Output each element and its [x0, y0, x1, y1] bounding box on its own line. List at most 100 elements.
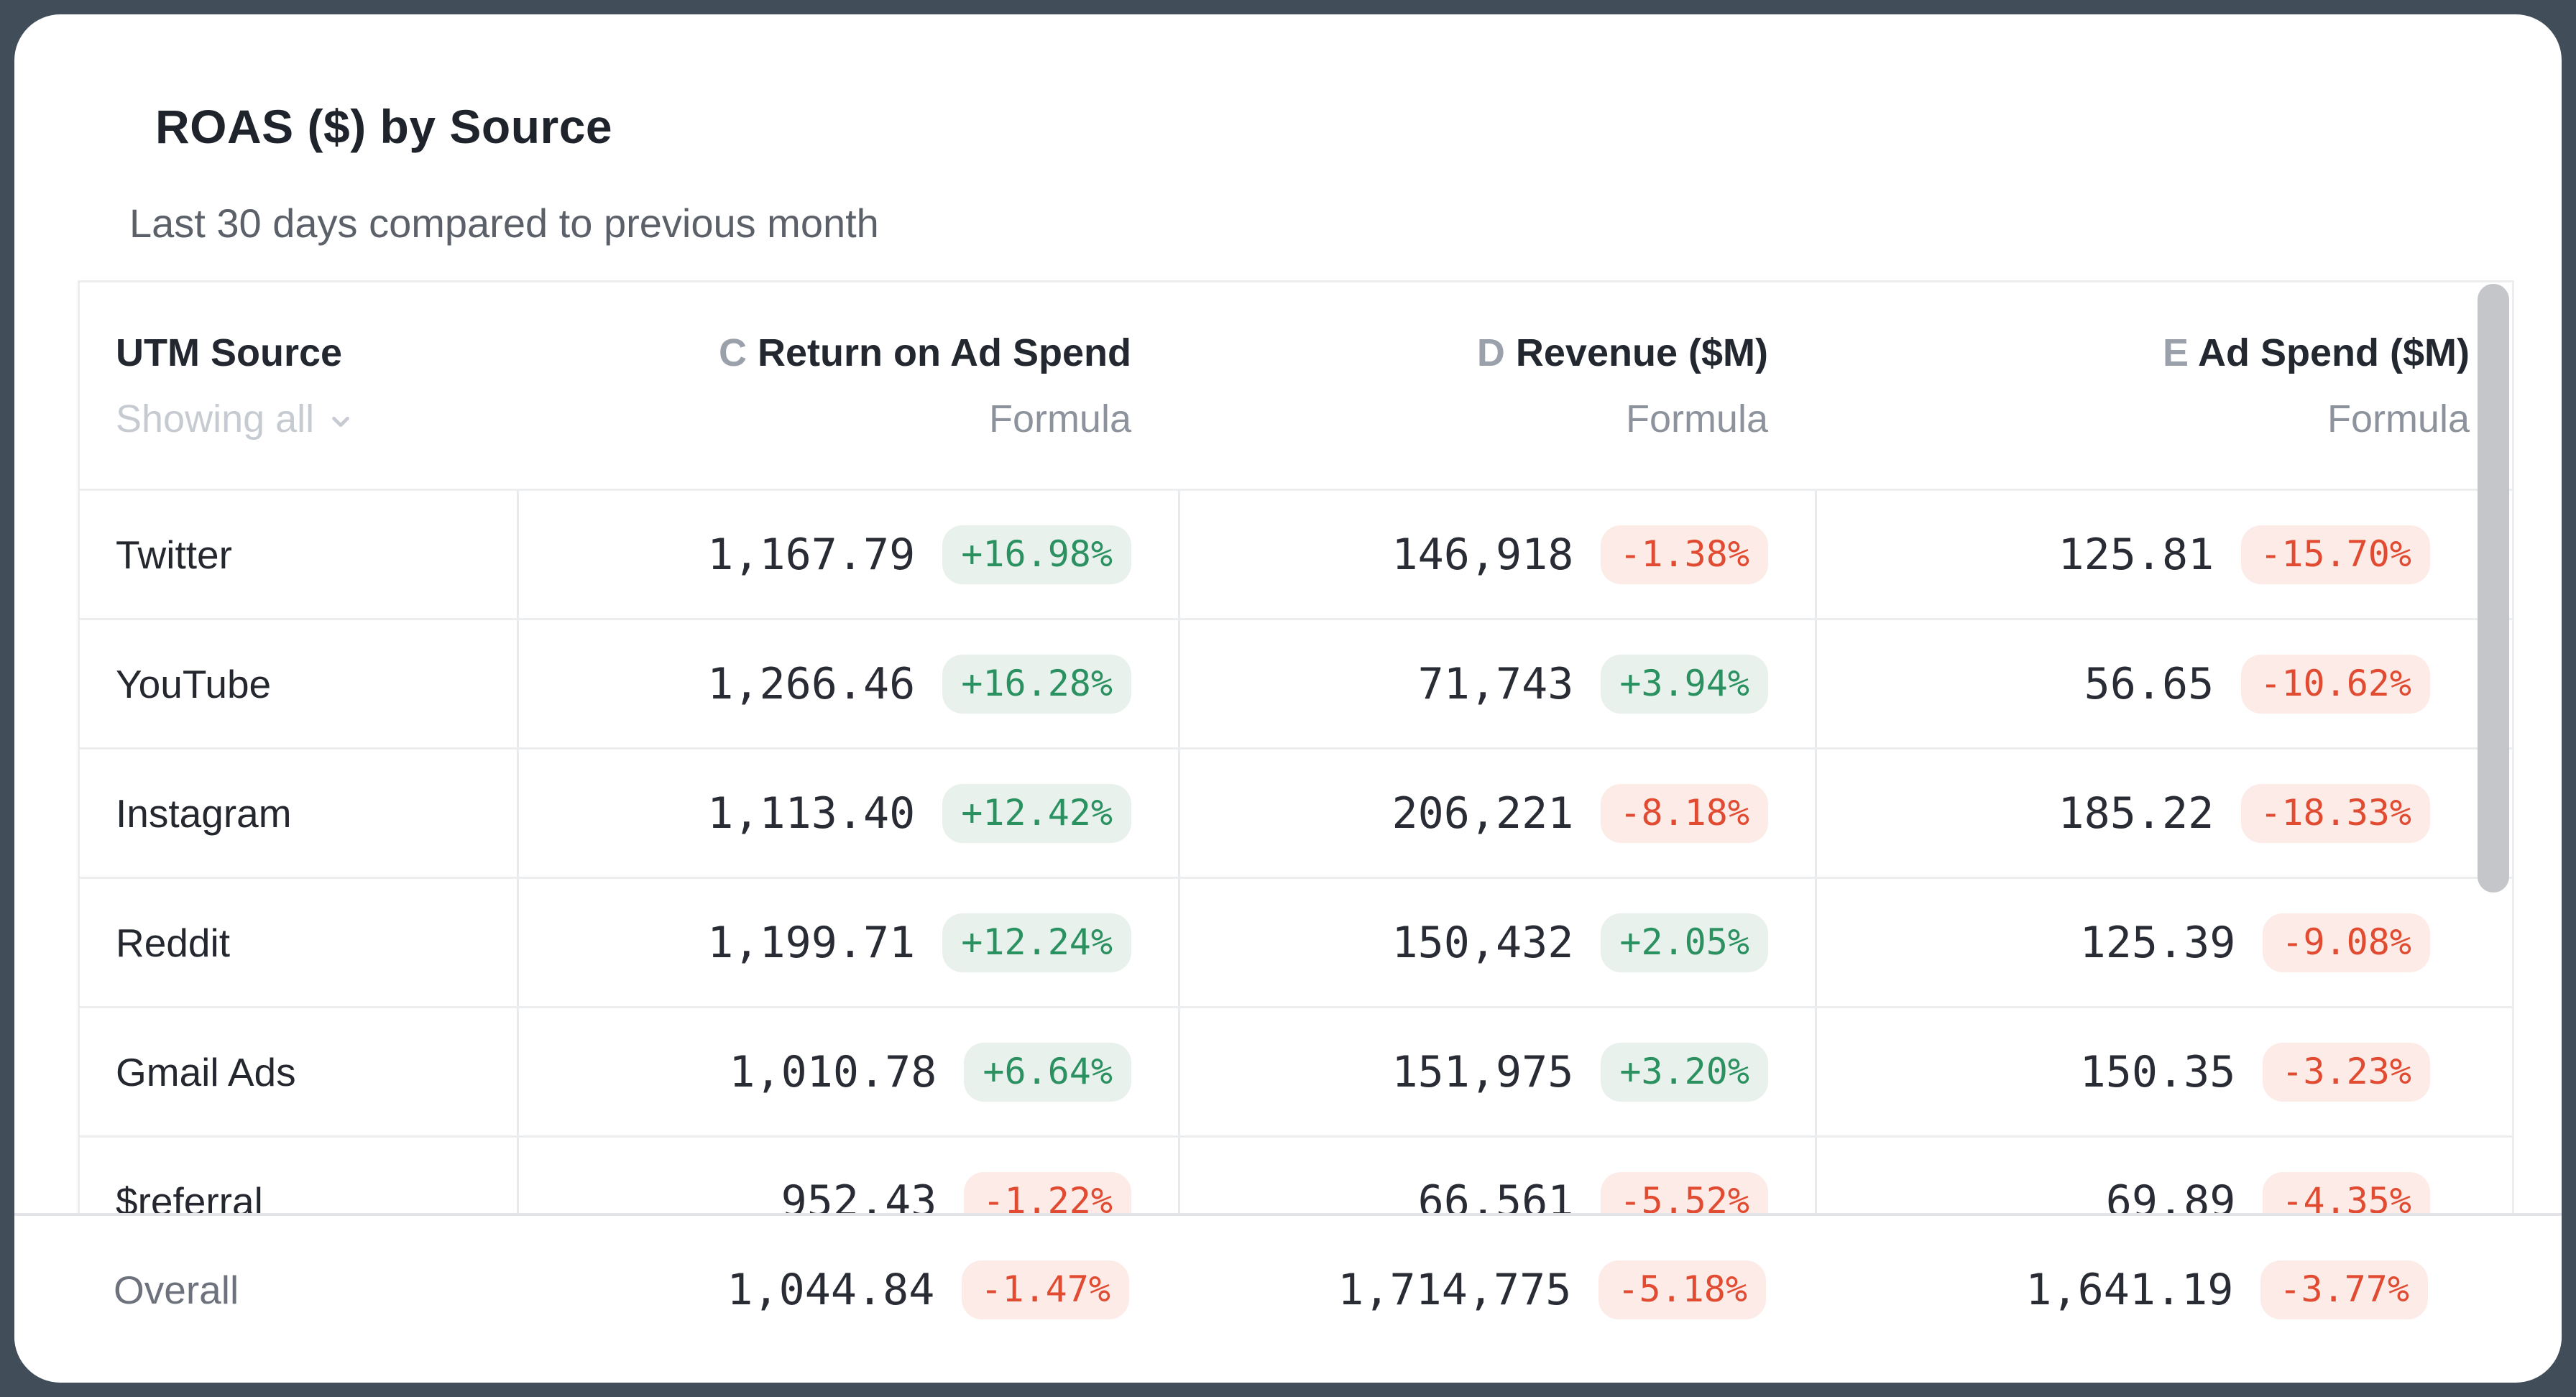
table-cell: 1,113.40 +12.42% — [517, 750, 1178, 877]
table-cell: 66,561 -5.52% — [1178, 1138, 1815, 1213]
row-source-label: Instagram — [116, 790, 292, 836]
column-subtitle: Formula — [988, 397, 1131, 441]
column-subtitle: Formula — [2327, 397, 2470, 441]
column-letter: C — [719, 331, 748, 374]
table-cell: 56.65 -10.62% — [1815, 620, 2512, 747]
table-cell: 1,714,775 -5.18% — [1176, 1216, 1813, 1364]
column-label: Return on Ad Spend — [758, 331, 1131, 374]
column-header-ad-spend[interactable]: E Ad Spend ($M) Formula — [1815, 282, 2516, 489]
cell-value: 150,432 — [1392, 917, 1574, 968]
column-title: C Return on Ad Spend — [719, 331, 1131, 375]
filter-label: Showing all — [116, 397, 315, 441]
table-cell: 146,918 -1.38% — [1178, 491, 1815, 618]
cell-value: 150.35 — [2079, 1046, 2236, 1097]
roas-table: UTM Source Showing all C Return on Ad Sp… — [78, 280, 2514, 1217]
page-title: ROAS ($) by Source — [155, 100, 613, 153]
column-letter: E — [2162, 331, 2189, 374]
delta-badge: -4.35% — [2263, 1171, 2430, 1213]
column-header-utm-source[interactable]: UTM Source Showing all — [80, 282, 517, 489]
summary-row: Overall 1,044.84 -1.47% 1,714,775 -5.18% 1,64… — [78, 1216, 2514, 1364]
cell-value: 1,714,775 — [1338, 1265, 1572, 1315]
delta-badge: +16.28% — [942, 654, 1131, 714]
column-label: Ad Spend ($M) — [2198, 331, 2470, 374]
table-row: Reddit 1,199.71 +12.24% 150,432 +2.05% 125.39… — [80, 879, 2512, 1008]
column-title: E Ad Spend ($M) — [2163, 331, 2470, 375]
row-source-label: Overall — [114, 1268, 239, 1312]
cell-value: 125.81 — [2058, 529, 2214, 580]
cell-value: 69.89 — [2105, 1176, 2236, 1214]
table-cell: 1,199.71 +12.24% — [517, 879, 1178, 1006]
cell-value: 146,918 — [1392, 529, 1574, 580]
source-filter-dropdown[interactable]: Showing all — [116, 397, 354, 441]
column-letter: D — [1476, 331, 1505, 374]
summary-row-inner: Overall 1,044.84 -1.47% 1,714,775 -5.18% 1,64… — [78, 1216, 2514, 1364]
vertical-scrollbar-thumb[interactable] — [2478, 284, 2509, 893]
cell-value: 125.39 — [2079, 917, 2236, 968]
cell-value: 1,010.78 — [729, 1046, 937, 1097]
table-body: Twitter 1,167.79 +16.98% 146,918 -1.38% 125.8… — [80, 491, 2512, 1213]
column-label: Revenue ($M) — [1515, 331, 1768, 374]
table-cell: 125.81 -15.70% — [1815, 491, 2512, 618]
table-row: Instagram 1,113.40 +12.42% 206,221 -8.18% 185… — [80, 750, 2512, 879]
table-cell: 1,044.84 -1.47% — [515, 1216, 1176, 1364]
cell-value: 71,743 — [1417, 658, 1574, 709]
cell-value: 185.22 — [2058, 788, 2214, 839]
column-title: UTM Source — [116, 331, 343, 374]
delta-badge: -3.23% — [2263, 1042, 2430, 1102]
row-source-label: Gmail Ads — [116, 1049, 296, 1094]
table-cell: 150.35 -3.23% — [1815, 1008, 2512, 1135]
column-title: D Revenue ($M) — [1477, 331, 1768, 375]
column-header-return-on-ad-spend[interactable]: C Return on Ad Spend Formula — [517, 282, 1178, 489]
delta-badge: +16.98% — [942, 525, 1131, 584]
row-source-label: Twitter — [116, 532, 232, 577]
cell-value: 1,113.40 — [707, 788, 916, 839]
table-row: Gmail Ads 1,010.78 +6.64% 151,975 +3.20% 150.… — [80, 1008, 2512, 1138]
table-row: $referral 952.43 -1.22% 66,561 -5.52% 69.89 -4… — [80, 1138, 2512, 1213]
delta-badge: +6.64% — [964, 1042, 1131, 1102]
cell-value: 1,044.84 — [727, 1265, 935, 1315]
delta-badge: -5.52% — [1601, 1171, 1768, 1213]
cell-value: 1,167.79 — [707, 529, 916, 580]
delta-badge: +12.24% — [942, 913, 1131, 972]
table-cell: 1,167.79 +16.98% — [517, 491, 1178, 618]
cell-value: 151,975 — [1392, 1046, 1574, 1097]
delta-badge: +3.20% — [1601, 1042, 1768, 1102]
table-header-row: UTM Source Showing all C Return on Ad Sp… — [80, 280, 2512, 491]
column-subtitle: Formula — [1625, 397, 1768, 441]
table-cell: 1,266.46 +16.28% — [517, 620, 1178, 747]
row-source-label: $referral — [116, 1179, 263, 1214]
cell-value: 1,266.46 — [707, 658, 916, 709]
delta-badge: +2.05% — [1601, 913, 1768, 972]
table-cell: 185.22 -18.33% — [1815, 750, 2512, 877]
summary-row-overall: Overall 1,044.84 -1.47% 1,714,775 -5.18% 1,64… — [14, 1213, 2562, 1364]
delta-badge: -5.18% — [1598, 1260, 1766, 1319]
table-cell: 69.89 -4.35% — [1815, 1138, 2512, 1213]
row-source-label: Reddit — [116, 920, 230, 965]
roas-widget-card: ROAS ($) by Source Last 30 days compared… — [14, 14, 2562, 1383]
table-cell: 1,641.19 -3.77% — [1813, 1216, 2514, 1364]
table-cell: 952.43 -1.22% — [517, 1138, 1178, 1213]
table-cell: 71,743 +3.94% — [1178, 620, 1815, 747]
cell-value: 952.43 — [781, 1176, 937, 1214]
delta-badge: -1.22% — [964, 1171, 1131, 1213]
table-cell: 125.39 -9.08% — [1815, 879, 2512, 1006]
cell-value: 56.65 — [2084, 658, 2214, 709]
table-cell: 206,221 -8.18% — [1178, 750, 1815, 877]
page-subtitle: Last 30 days compared to previous month — [129, 200, 879, 246]
table-row: Twitter 1,167.79 +16.98% 146,918 -1.38% 125.8… — [80, 491, 2512, 620]
row-source-label: YouTube — [116, 661, 272, 706]
delta-badge: -10.62% — [2241, 654, 2430, 714]
table-cell: 151,975 +3.20% — [1178, 1008, 1815, 1135]
table-cell: 150,432 +2.05% — [1178, 879, 1815, 1006]
table-cell: 1,010.78 +6.64% — [517, 1008, 1178, 1135]
column-header-revenue[interactable]: D Revenue ($M) Formula — [1178, 282, 1815, 489]
delta-badge: +3.94% — [1601, 654, 1768, 714]
delta-badge: -15.70% — [2241, 525, 2430, 584]
cell-value: 206,221 — [1392, 788, 1574, 839]
delta-badge: -3.77% — [2260, 1260, 2428, 1319]
delta-badge: -1.47% — [962, 1260, 1129, 1319]
delta-badge: -8.18% — [1601, 783, 1768, 843]
chevron-down-icon — [332, 416, 350, 427]
cell-value: 1,199.71 — [707, 917, 916, 968]
delta-badge: +12.42% — [942, 783, 1131, 843]
